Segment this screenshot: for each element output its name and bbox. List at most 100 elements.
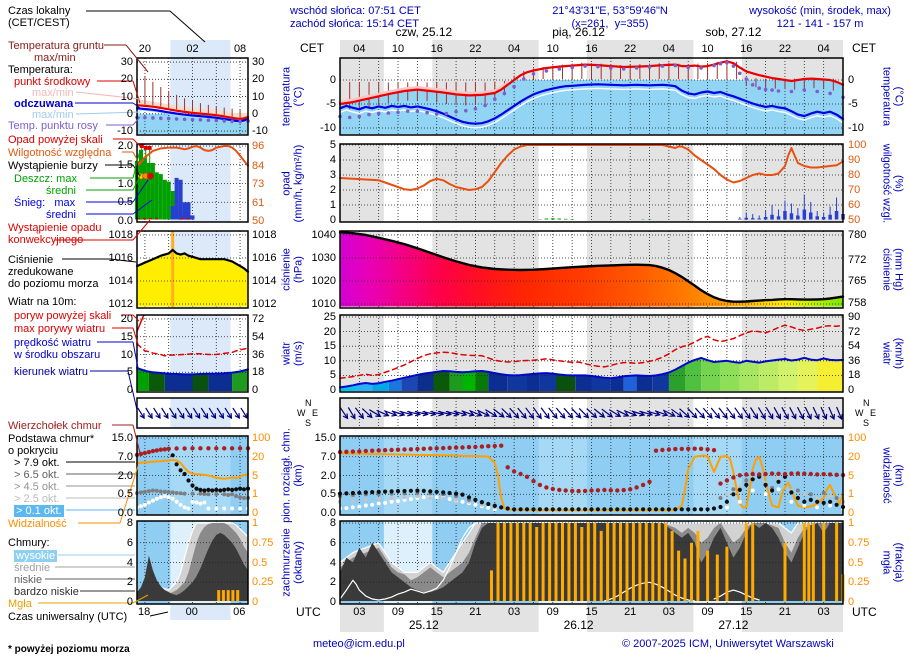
footnote-text: * powyżej poziomu morza — [8, 644, 130, 655]
axis-tick: 60 — [848, 199, 861, 211]
mini-cet-tick: 02 — [186, 43, 199, 55]
date-label: 26.12 — [563, 618, 594, 632]
axis-tick: -10 — [252, 125, 268, 138]
axis-tick: 4 — [126, 556, 133, 569]
axis-tick: 0.5 — [252, 556, 268, 569]
legend-connector-line — [125, 44, 149, 73]
axis-tick: 1 — [848, 517, 855, 529]
cet-hour-tick: 22 — [469, 43, 482, 55]
legend-connector-line — [75, 111, 141, 115]
axis-tick: 1016 — [108, 252, 133, 264]
utc-hour-tick: 03 — [662, 606, 675, 618]
legend-item: Wilgotność względna — [8, 147, 112, 159]
day-label: sob, 27.12 — [705, 25, 762, 39]
legend-connector-line — [132, 138, 142, 148]
coords-text: 21°43'31"E, 53°59'46"N — [552, 5, 668, 17]
legend-item: Czas uniwersalny (UTC) — [8, 611, 128, 623]
unit-fog-right: (frakcja) mgła — [881, 542, 905, 583]
legend-item: Mgła — [8, 598, 32, 610]
legend-connector-line — [132, 149, 141, 179]
axis-tick: 0.75 — [848, 536, 870, 549]
axis-tick: 7.0 — [117, 450, 133, 463]
axis-tick: 1 — [252, 488, 259, 501]
copyright-text: © 2007-2025 ICM, Uniwersytet Warszawski — [622, 638, 834, 650]
axis-tick: 0 — [848, 384, 855, 396]
compass-s-right: S — [863, 418, 870, 428]
legend-connector-line — [127, 370, 138, 411]
axis-tick: 5 — [252, 469, 259, 482]
utc-hour-tick: 03 — [817, 606, 830, 618]
utc-hour-tick: 21 — [624, 606, 637, 618]
axis-tick: 1 — [329, 199, 336, 211]
cet-hour-tick: 04 — [507, 43, 521, 55]
cet-hour-tick: 04 — [353, 43, 366, 55]
utc-hour-tick: 09 — [391, 606, 405, 618]
sunset-text: zachód słońca: 15:14 CET — [290, 18, 420, 30]
axis-tick: 1016 — [252, 252, 277, 264]
utc-hour-tick: 09 — [546, 606, 559, 618]
mini-utc-tick: 18 — [138, 606, 151, 618]
cet-hour-tick: 16 — [430, 43, 443, 55]
axis-tick: 0.25 — [252, 576, 274, 589]
axis-tick: 772 — [848, 253, 867, 266]
legend-connector-line — [119, 465, 139, 524]
axis-tick: 0 — [329, 214, 336, 226]
contact-email-link[interactable]: meteo@icm.edu.pl — [313, 638, 405, 650]
axis-tick: 1014 — [252, 275, 277, 287]
legend-item: odczuwana — [14, 98, 74, 110]
legend-item: Temperatura: — [8, 64, 73, 76]
day-label: czw, 25.12 — [395, 25, 453, 39]
mini-cet-tick: 08 — [233, 43, 247, 55]
axis-tick: 10 — [252, 90, 265, 103]
legend-item: > 4.5 okt. — [14, 481, 60, 493]
cet-label-right: CET — [852, 41, 876, 55]
legend-item: wysokie — [14, 550, 58, 562]
axis-tick: 2 — [329, 576, 336, 589]
legend-connector-line — [132, 151, 141, 166]
legend-connector-line — [132, 327, 139, 345]
axis-tick: 50 — [848, 214, 861, 226]
legend-item: > 6.5 okt. — [14, 469, 60, 481]
legend-item: max/min — [34, 52, 76, 64]
axis-tick: 1 — [848, 488, 855, 501]
axis-tick: 90 — [848, 154, 861, 166]
legend-item: Ciśnienie — [8, 254, 54, 266]
axis-tick: 0.0 — [320, 507, 336, 519]
axis-tick: 72 — [848, 325, 861, 338]
axis-tick: 0.75 — [252, 536, 274, 549]
axis-tick: 100 — [848, 432, 867, 444]
axis-tick: 50 — [252, 215, 265, 227]
compass-e-right: E — [870, 408, 877, 418]
axis-tick: 0.5 — [848, 556, 864, 569]
axis-tick: 2.0 — [320, 469, 336, 482]
axis-tick: 30 — [120, 56, 133, 69]
axis-tick: 0 — [126, 384, 133, 396]
utc-hour-tick: 09 — [701, 606, 714, 618]
legend-item: średni — [46, 209, 76, 221]
legend-item: punkt środkowy — [14, 76, 91, 88]
legend-item: do poziomu morza — [8, 278, 99, 290]
axis-tick: 2.0 — [117, 469, 133, 482]
axis-tick: 1.0 — [117, 177, 133, 190]
axis-tick: 80 — [848, 169, 861, 181]
axis-tick: 0 — [848, 74, 855, 86]
legend-item: poryw powyżej skali — [14, 310, 112, 322]
axis-tick: 0.5 — [117, 196, 133, 209]
legend-item: max/min — [32, 87, 74, 99]
legend-connector-line — [132, 179, 149, 203]
axis-tick: 70 — [848, 184, 861, 196]
axis-tick: 1012 — [252, 298, 277, 310]
legend-item: Widzialność — [8, 518, 67, 530]
axis-tick: 1010 — [311, 298, 336, 310]
axis-tick: 1.5 — [117, 158, 133, 171]
axis-tick: 0 — [252, 107, 259, 120]
axis-tick: 1014 — [108, 275, 133, 287]
cet-hour-tick: 22 — [624, 43, 637, 55]
mini-utc-tick: 00 — [185, 606, 198, 618]
axis-tick: 780 — [848, 229, 867, 241]
cet-label-left: CET — [300, 41, 324, 55]
axis-tick: 3 — [329, 169, 336, 181]
axis-tick: 0.0 — [117, 507, 133, 519]
